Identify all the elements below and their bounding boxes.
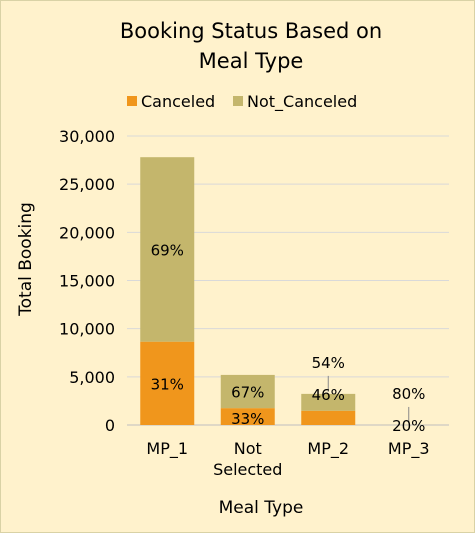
bar-canceled	[301, 411, 355, 425]
chart-title-line-1: Booking Status Based on	[120, 19, 382, 43]
y-tick-label: 10,000	[59, 320, 115, 339]
legend-swatch-not_canceled	[233, 96, 243, 106]
y-axis-ticks: 0 5,000 10,000 15,000 20,000 25,000 30,000	[59, 127, 115, 435]
x-tick-label: MP_3	[388, 439, 430, 459]
bars: 31% 69% 33% 67% 54% 46% 80% 20%	[140, 157, 436, 435]
data-label: 54%	[312, 354, 345, 372]
legend: Canceled Not_Canceled	[127, 92, 357, 112]
y-tick-label: 30,000	[59, 127, 115, 146]
data-label: 69%	[151, 241, 184, 259]
y-tick-label: 15,000	[59, 272, 115, 291]
x-tick-label: MP_2	[307, 439, 349, 459]
x-tick-label: MP_1	[146, 439, 188, 459]
data-label: 80%	[392, 385, 425, 403]
y-tick-label: 0	[105, 416, 115, 435]
legend-swatch-canceled	[127, 96, 137, 106]
data-label: 31%	[151, 375, 184, 393]
chart-title: Booking Status Based on Meal Type	[120, 19, 382, 73]
y-tick-label: 5,000	[69, 368, 115, 387]
x-axis-label: Meal Type	[219, 498, 304, 518]
legend-label-not_canceled: Not_Canceled	[247, 92, 357, 112]
data-label: 20%	[392, 417, 425, 435]
y-tick-label: 25,000	[59, 175, 115, 194]
legend-label-canceled: Canceled	[141, 92, 215, 111]
y-tick-label: 20,000	[59, 223, 115, 242]
data-label: 46%	[312, 386, 345, 404]
chart-title-line-2: Meal Type	[199, 49, 304, 73]
y-axis-label: Total Booking	[16, 202, 36, 317]
data-label: 67%	[231, 384, 264, 402]
data-label: 33%	[231, 410, 264, 428]
